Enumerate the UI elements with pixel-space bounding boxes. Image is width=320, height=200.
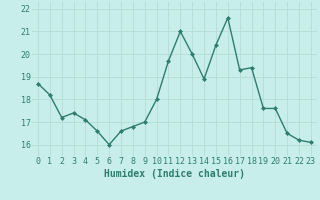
X-axis label: Humidex (Indice chaleur): Humidex (Indice chaleur)	[104, 169, 245, 179]
